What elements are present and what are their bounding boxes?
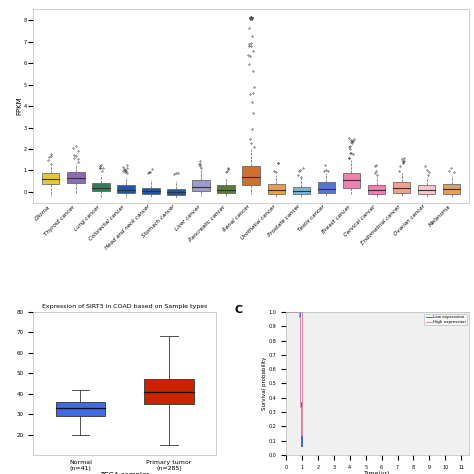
X-axis label: Time(yr): Time(yr) (365, 471, 391, 474)
Bar (192, 180, 210, 191)
High expression (283, 309, 289, 315)
Y-axis label: Survival probability: Survival probability (262, 357, 267, 410)
Title: Expression of SIRT3 in COAD based on Sample types: Expression of SIRT3 in COAD based on Sam… (42, 304, 208, 309)
Bar (242, 166, 260, 185)
Y-axis label: FPKM: FPKM (17, 97, 22, 115)
Bar (418, 185, 436, 194)
Bar (318, 182, 335, 193)
Bar (55, 402, 105, 416)
Low expression (299, 443, 304, 449)
Low expression (283, 309, 289, 315)
Bar (142, 188, 160, 194)
Bar (92, 183, 109, 191)
Bar (267, 184, 285, 194)
Bar (393, 182, 410, 193)
Bar (292, 187, 310, 194)
Bar (144, 379, 194, 404)
Low expression (294, 19, 300, 25)
Bar (368, 185, 385, 194)
Bar (343, 173, 360, 188)
High expression (292, 125, 298, 131)
Bar (167, 189, 185, 195)
Bar (117, 185, 135, 193)
Low expression (297, 337, 302, 343)
Bar (218, 185, 235, 193)
High expression (295, 237, 301, 243)
High expression (299, 432, 304, 438)
Line: High expression: High expression (286, 0, 469, 435)
Low expression (294, 63, 300, 69)
Text: C: C (235, 305, 243, 315)
Bar (67, 172, 84, 183)
Line: Low expression: Low expression (286, 0, 469, 446)
Bar (42, 173, 60, 184)
High expression (292, 82, 298, 87)
Legend: Low expression, High expression: Low expression, High expression (424, 314, 467, 325)
X-axis label: TCGA samples: TCGA samples (100, 472, 150, 474)
Bar (443, 184, 460, 194)
Low expression (296, 174, 301, 180)
